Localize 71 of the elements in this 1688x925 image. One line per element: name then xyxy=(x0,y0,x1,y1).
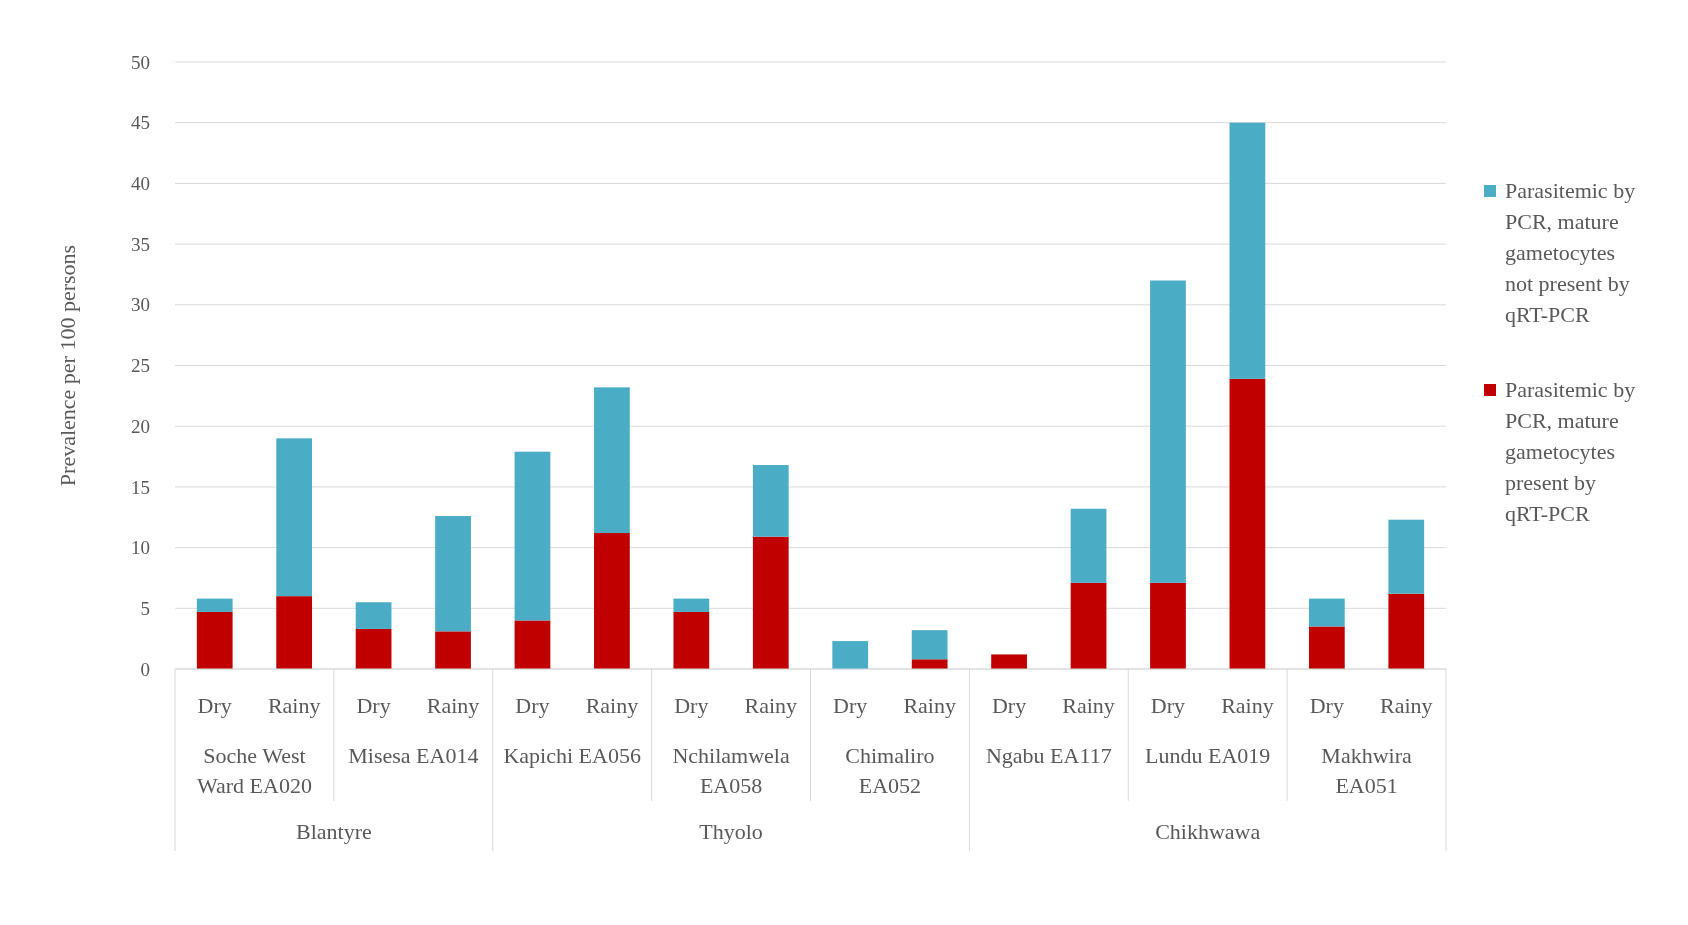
text: Kapichi EA056 xyxy=(503,743,641,768)
bar xyxy=(911,630,948,660)
y-tick-label: 50 xyxy=(131,51,150,73)
y-tick-label: 30 xyxy=(131,294,150,316)
text: Misesa EA014 xyxy=(348,743,479,768)
y-tick-label: 20 xyxy=(131,415,150,437)
bar xyxy=(196,598,233,612)
legend-label: Parasitemic by PCR, mature gametocytes not present by qRT-PCR xyxy=(1505,178,1636,327)
text: Chimaliro EA052 xyxy=(845,743,935,798)
bar xyxy=(1308,626,1345,669)
bar xyxy=(594,533,630,669)
bar xyxy=(355,602,392,629)
x-tick-label: Dry xyxy=(1309,693,1344,718)
x-tick-label: Rainy xyxy=(1062,693,1115,718)
bar xyxy=(752,536,789,669)
x-tick-label: Rainy xyxy=(744,693,798,718)
text: Soche West Ward EA020 xyxy=(196,743,312,798)
bar xyxy=(514,451,551,621)
x-tick-label: Dry xyxy=(674,693,709,718)
y-tick-label: 0 xyxy=(140,658,150,680)
y-tick-label: 15 xyxy=(131,476,150,498)
x-tick-label: Dry xyxy=(991,693,1027,718)
bar xyxy=(276,596,313,669)
bar xyxy=(1150,280,1186,583)
bar xyxy=(911,659,948,669)
y-tick-label: 10 xyxy=(131,537,150,559)
bar xyxy=(673,598,710,612)
bar xyxy=(1308,598,1345,627)
bar xyxy=(514,620,551,669)
x-tick-label: Dry xyxy=(356,693,391,718)
x-tick-label: Rainy xyxy=(267,693,321,718)
bar xyxy=(673,611,710,669)
bar xyxy=(991,654,1027,669)
x-tick-label: Dry xyxy=(833,693,868,718)
bar xyxy=(1388,593,1425,669)
bar xyxy=(832,641,869,669)
y-tick-label: 40 xyxy=(131,173,150,195)
text: Lundu EA019 xyxy=(1145,743,1271,768)
text: Nchilamwela EA058 xyxy=(672,743,790,798)
bar xyxy=(355,628,392,669)
text: Blantyre xyxy=(295,819,372,844)
bar xyxy=(435,631,471,669)
text: Makhwira EA051 xyxy=(1321,743,1412,798)
bar xyxy=(1229,122,1266,379)
bar xyxy=(594,387,630,534)
x-tick-label: Rainy xyxy=(426,693,480,718)
text: Chikhwawa xyxy=(1155,819,1261,844)
bar xyxy=(196,611,233,669)
x-tick-label: Dry xyxy=(515,693,550,718)
bar xyxy=(1229,378,1266,669)
text: Ngabu EA117 xyxy=(985,743,1112,768)
x-tick-label: Dry xyxy=(197,693,232,718)
legend-label: Parasitemic by PCR, mature gametocytes present by qRT-PCR xyxy=(1505,377,1636,526)
x-tick-label: Rainy xyxy=(1380,693,1433,718)
bar xyxy=(752,465,789,537)
bar xyxy=(1150,582,1186,669)
bar xyxy=(276,438,313,597)
bar xyxy=(1070,582,1107,669)
y-tick-label: 45 xyxy=(131,112,150,134)
bar xyxy=(435,516,471,632)
x-tick-label: Rainy xyxy=(1221,693,1274,718)
bar xyxy=(1070,508,1107,583)
x-tick-label: Rainy xyxy=(585,693,639,718)
y-tick-label: 5 xyxy=(140,597,150,619)
bar xyxy=(1388,519,1425,594)
x-tick-label: Rainy xyxy=(903,693,956,718)
text: Thyolo xyxy=(699,819,763,844)
y-tick-label: 25 xyxy=(131,355,150,377)
y-tick-label: 35 xyxy=(131,233,150,255)
x-tick-label: Dry xyxy=(1150,693,1186,718)
y-axis-title: Prevalence per 100 persons xyxy=(55,244,80,487)
